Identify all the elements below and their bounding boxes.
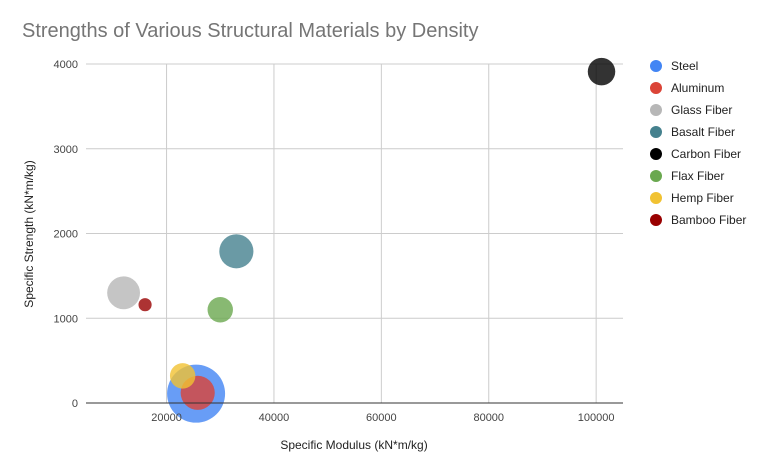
bubble-marks [107, 57, 616, 423]
legend-label: Hemp Fiber [671, 191, 734, 205]
legend-label: Steel [671, 59, 699, 73]
y-axis-label: Specific Strength (kN*m/kg) [22, 160, 36, 307]
legend-swatch [650, 214, 662, 226]
y-tick-label: 3000 [54, 144, 78, 156]
x-axis-label: Specific Modulus (kN*m/kg) [280, 438, 427, 452]
legend-item-flax-fiber[interactable]: Flax Fiber [650, 165, 746, 187]
x-tick-label: 100000 [578, 412, 615, 424]
x-tick-label: 60000 [366, 412, 397, 424]
bubble-bamboo-fiber[interactable] [138, 298, 152, 312]
y-tick-label: 4000 [54, 59, 78, 71]
legend-item-glass-fiber[interactable]: Glass Fiber [650, 99, 746, 121]
legend-item-hemp-fiber[interactable]: Hemp Fiber [650, 187, 746, 209]
legend-swatch [650, 170, 662, 182]
legend-label: Flax Fiber [671, 169, 725, 183]
legend-item-basalt-fiber[interactable]: Basalt Fiber [650, 121, 746, 143]
legend-swatch [650, 82, 662, 94]
x-tick-label: 40000 [259, 412, 290, 424]
legend-swatch [650, 192, 662, 204]
legend-label: Carbon Fiber [671, 147, 742, 161]
legend-swatch [650, 60, 662, 72]
bubble-glass-fiber[interactable] [107, 276, 141, 310]
legend-swatch [650, 126, 662, 138]
y-tick-label: 1000 [54, 313, 78, 325]
legend-swatch [650, 148, 662, 160]
gridlines [86, 63, 623, 403]
legend-item-bamboo-fiber[interactable]: Bamboo Fiber [650, 209, 746, 231]
legend: Steel Aluminum Glass Fiber Basalt Fiber Carb… [650, 55, 746, 231]
legend-label: Glass Fiber [671, 103, 733, 117]
legend-label: Basalt Fiber [671, 125, 736, 139]
bubble-basalt-fiber[interactable] [219, 234, 254, 269]
bubble-flax-fiber[interactable] [207, 297, 233, 323]
legend-item-aluminum[interactable]: Aluminum [650, 77, 746, 99]
bubble-carbon-fiber[interactable] [587, 57, 616, 86]
x-tick-label: 80000 [473, 412, 504, 424]
x-tick-label: 20000 [151, 412, 182, 424]
legend-item-steel[interactable]: Steel [650, 55, 746, 77]
y-tick-label: 2000 [54, 229, 78, 241]
legend-item-carbon-fiber[interactable]: Carbon Fiber [650, 143, 746, 165]
chart-title: Strengths of Various Structural Material… [22, 20, 479, 42]
bubble-hemp-fiber[interactable] [169, 363, 196, 389]
legend-label: Aluminum [671, 81, 725, 95]
tick-labels: 20000 40000 60000 80000 100000 0 1000 2000 3000 4… [54, 59, 615, 424]
y-tick-label: 0 [72, 398, 78, 410]
legend-swatch [650, 104, 662, 116]
legend-label: Bamboo Fiber [671, 213, 747, 227]
